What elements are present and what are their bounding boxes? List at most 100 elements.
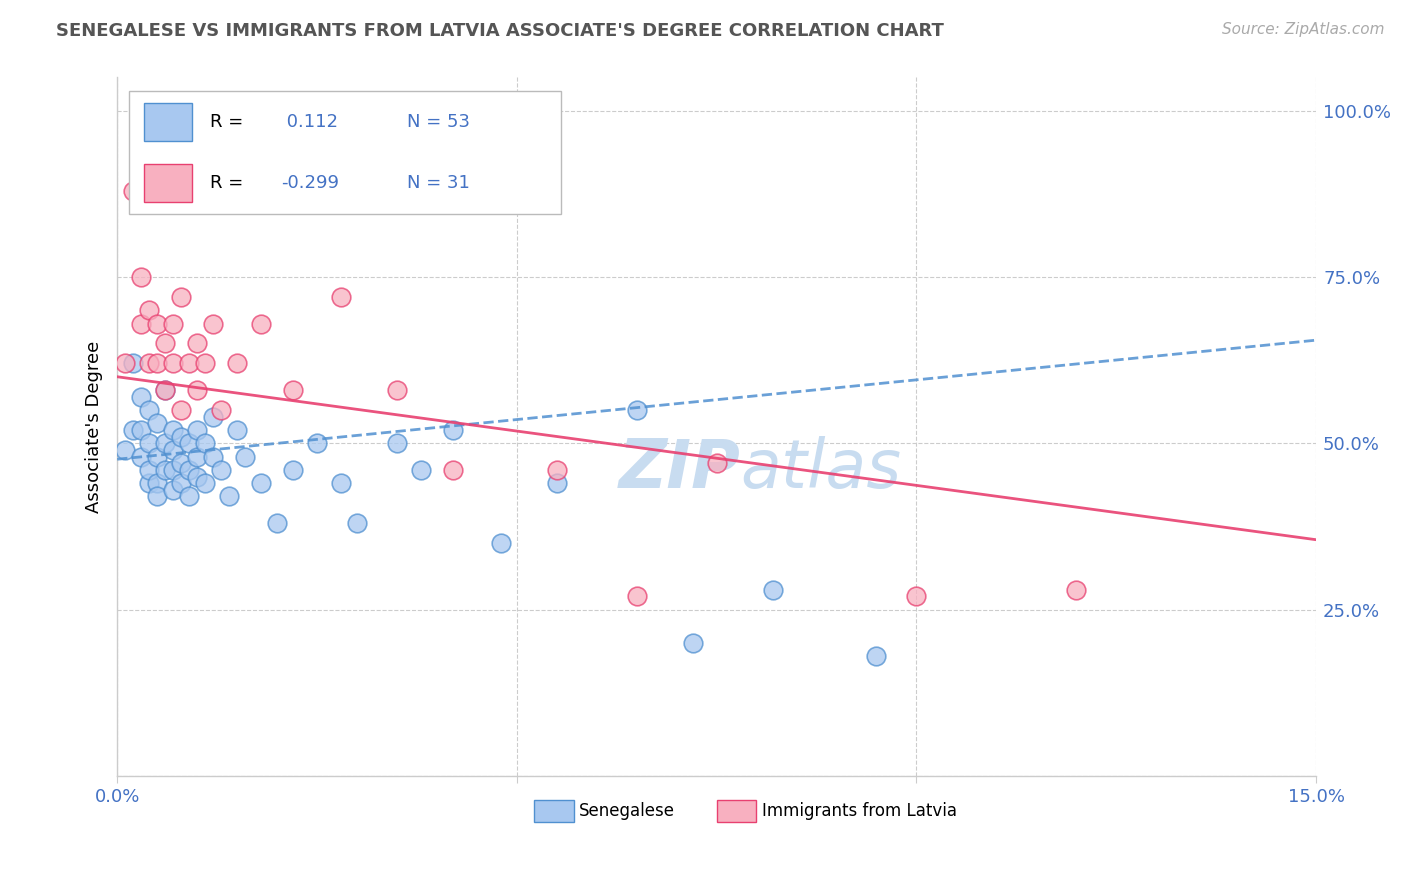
Point	[153, 383, 176, 397]
Point	[202, 450, 225, 464]
Point	[761, 582, 783, 597]
Point	[194, 436, 217, 450]
Point	[385, 436, 408, 450]
Point	[250, 317, 273, 331]
Point	[226, 356, 249, 370]
Point	[170, 403, 193, 417]
Point	[129, 317, 152, 331]
Point	[330, 476, 353, 491]
Point	[146, 317, 169, 331]
Point	[114, 442, 136, 457]
Point	[179, 463, 201, 477]
Point	[129, 423, 152, 437]
FancyBboxPatch shape	[129, 91, 561, 213]
Text: 0.112: 0.112	[281, 113, 339, 131]
Point	[122, 423, 145, 437]
Point	[122, 356, 145, 370]
Point	[186, 336, 208, 351]
Point	[226, 423, 249, 437]
Point	[385, 383, 408, 397]
Text: Source: ZipAtlas.com: Source: ZipAtlas.com	[1222, 22, 1385, 37]
Point	[153, 463, 176, 477]
Text: Immigrants from Latvia: Immigrants from Latvia	[762, 802, 957, 820]
Point	[682, 636, 704, 650]
Point	[194, 476, 217, 491]
Point	[281, 383, 304, 397]
Point	[170, 476, 193, 491]
Point	[626, 403, 648, 417]
Point	[546, 463, 568, 477]
Point	[194, 356, 217, 370]
Text: atlas: atlas	[741, 435, 901, 501]
Point	[281, 463, 304, 477]
Point	[250, 476, 273, 491]
Point	[146, 417, 169, 431]
Point	[129, 390, 152, 404]
Point	[153, 383, 176, 397]
Point	[186, 469, 208, 483]
Point	[114, 356, 136, 370]
Point	[266, 516, 288, 530]
Point	[441, 463, 464, 477]
Point	[330, 290, 353, 304]
Point	[209, 463, 232, 477]
Point	[162, 317, 184, 331]
Point	[441, 423, 464, 437]
Point	[346, 516, 368, 530]
Point	[138, 356, 160, 370]
Point	[146, 476, 169, 491]
FancyBboxPatch shape	[143, 164, 191, 202]
Point	[546, 476, 568, 491]
Point	[138, 303, 160, 318]
Text: N = 53: N = 53	[408, 113, 471, 131]
Point	[202, 409, 225, 424]
Point	[186, 383, 208, 397]
Point	[138, 476, 160, 491]
Point	[146, 356, 169, 370]
Y-axis label: Associate's Degree: Associate's Degree	[86, 341, 103, 513]
Point	[162, 483, 184, 497]
Point	[706, 456, 728, 470]
Point	[162, 463, 184, 477]
Text: Senegalese: Senegalese	[579, 802, 675, 820]
Point	[186, 450, 208, 464]
Point	[129, 270, 152, 285]
Text: ZIP: ZIP	[619, 435, 741, 501]
Point	[865, 649, 887, 664]
Point	[905, 589, 928, 603]
Point	[153, 436, 176, 450]
Point	[146, 450, 169, 464]
Point	[218, 490, 240, 504]
Point	[186, 423, 208, 437]
Point	[146, 490, 169, 504]
Point	[138, 463, 160, 477]
Text: SENEGALESE VS IMMIGRANTS FROM LATVIA ASSOCIATE'S DEGREE CORRELATION CHART: SENEGALESE VS IMMIGRANTS FROM LATVIA ASS…	[56, 22, 943, 40]
Point	[162, 423, 184, 437]
Text: N = 31: N = 31	[408, 174, 470, 192]
Text: R =: R =	[209, 113, 243, 131]
Point	[138, 403, 160, 417]
Point	[162, 442, 184, 457]
Point	[489, 536, 512, 550]
Point	[153, 336, 176, 351]
Point	[170, 429, 193, 443]
Point	[179, 490, 201, 504]
Point	[122, 184, 145, 198]
Point	[626, 589, 648, 603]
Point	[170, 290, 193, 304]
Point	[1064, 582, 1087, 597]
Text: -0.299: -0.299	[281, 174, 339, 192]
Point	[162, 356, 184, 370]
Point	[409, 463, 432, 477]
Point	[305, 436, 328, 450]
Point	[202, 317, 225, 331]
Point	[179, 356, 201, 370]
FancyBboxPatch shape	[143, 103, 191, 141]
Point	[233, 450, 256, 464]
Point	[138, 436, 160, 450]
Point	[129, 450, 152, 464]
Point	[179, 436, 201, 450]
Text: R =: R =	[209, 174, 243, 192]
Point	[170, 456, 193, 470]
Point	[209, 403, 232, 417]
